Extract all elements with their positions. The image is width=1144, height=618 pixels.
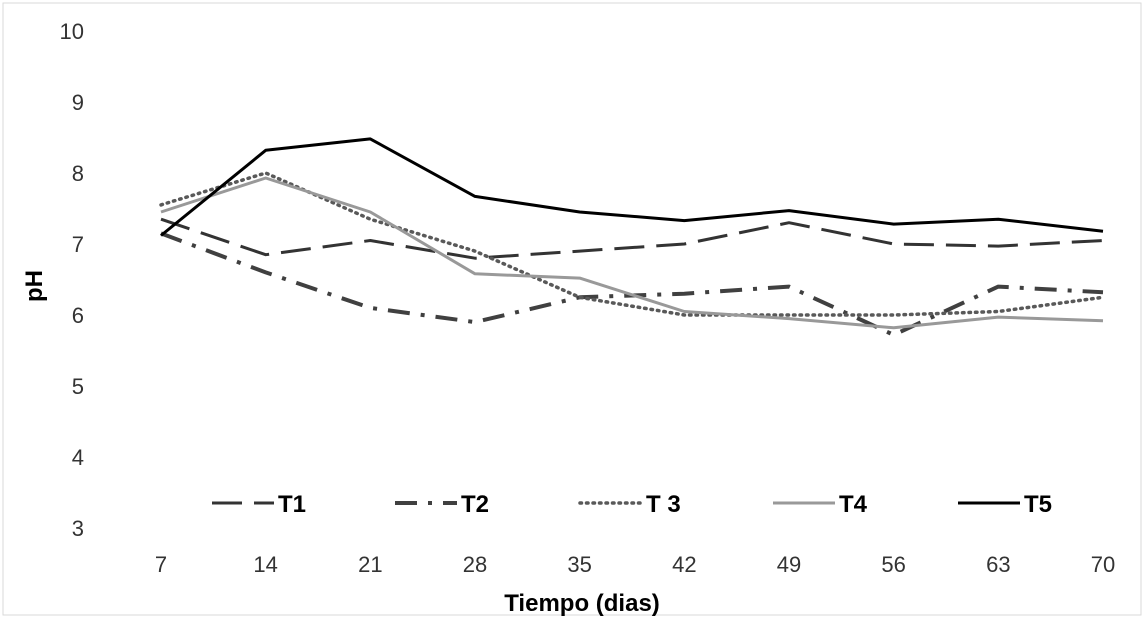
x-tick-label: 28	[463, 552, 487, 577]
x-tick-label: 49	[777, 552, 801, 577]
y-tick-label: 10	[60, 19, 84, 44]
x-axis-ticks: 7 14 21 28 35 42 49 56 63 70	[155, 552, 1115, 577]
x-tick-label: 56	[881, 552, 905, 577]
legend-label: T1	[278, 491, 306, 518]
legend-label: T4	[839, 491, 868, 518]
legend-label: T2	[461, 491, 489, 518]
y-tick-label: 3	[72, 516, 84, 541]
y-tick-label: 5	[72, 374, 84, 399]
x-tick-label: 63	[986, 552, 1010, 577]
legend-label: T5	[1024, 491, 1052, 518]
x-tick-label: 14	[253, 552, 277, 577]
legend-label: T 3	[646, 491, 681, 518]
y-tick-label: 8	[72, 161, 84, 186]
x-tick-label: 35	[567, 552, 591, 577]
y-tick-label: 7	[72, 232, 84, 257]
y-axis-ticks: 3 4 5 6 7 8 9 10	[60, 19, 84, 541]
y-tick-label: 4	[72, 445, 84, 470]
series-line-t1	[160, 217, 1104, 260]
y-tick-label: 9	[72, 90, 84, 115]
series-line-t3	[159, 171, 1105, 317]
x-tick-label: 42	[672, 552, 696, 577]
x-axis-title: Tiempo (dias)	[504, 590, 660, 617]
x-tick-label: 70	[1091, 552, 1115, 577]
series-layer	[159, 137, 1105, 337]
y-axis-title: pH	[21, 270, 48, 302]
y-tick-label: 6	[72, 303, 84, 328]
series-line-t4	[160, 176, 1104, 330]
legend: T1 T2 T 3 T4 T5	[212, 491, 1052, 518]
series-line-t5	[160, 137, 1104, 237]
x-tick-label: 21	[358, 552, 382, 577]
x-tick-label: 7	[155, 552, 167, 577]
